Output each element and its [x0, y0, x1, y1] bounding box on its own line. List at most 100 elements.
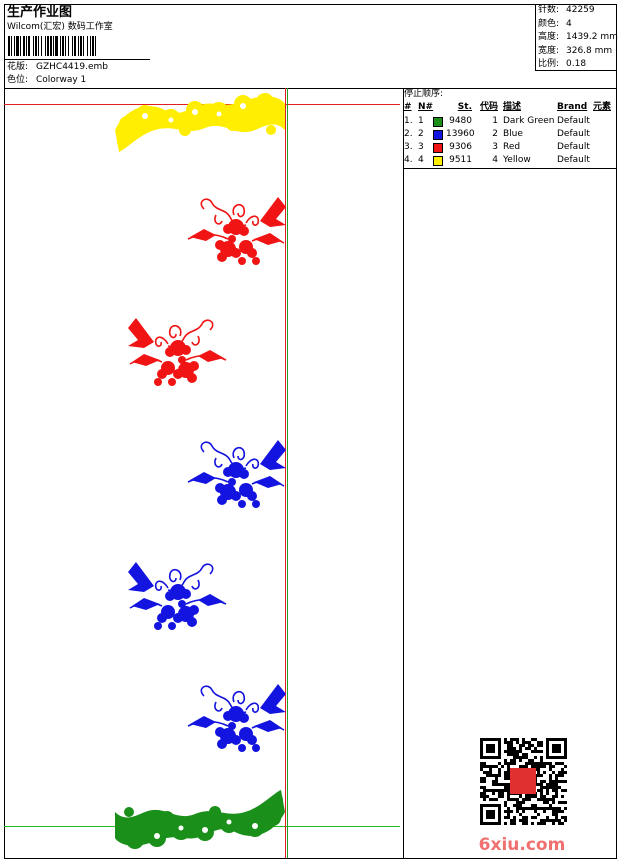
color-swatch — [433, 130, 443, 140]
qr-module — [531, 759, 534, 762]
qr-module — [522, 765, 525, 768]
qr-module — [564, 801, 567, 804]
qr-module — [552, 780, 555, 783]
qr-module — [552, 795, 555, 798]
cell: Red — [503, 142, 521, 152]
qr-module — [501, 795, 504, 798]
qr-module — [492, 780, 495, 783]
qr-module — [501, 783, 504, 786]
qr-module — [507, 771, 510, 774]
qr-module — [486, 795, 489, 798]
qr-module — [528, 807, 531, 810]
qr-module — [498, 795, 501, 798]
barcode-bar — [72, 36, 73, 56]
qr-module — [510, 753, 513, 756]
qr-module — [534, 795, 537, 798]
qr-module — [519, 747, 522, 750]
color-swatch — [433, 117, 443, 127]
qr-module — [504, 786, 507, 789]
qr-module — [558, 807, 561, 810]
qr-module — [552, 819, 555, 822]
qr-module — [555, 777, 558, 780]
qr-module — [489, 768, 492, 771]
seal — [510, 768, 536, 794]
qr-module — [549, 765, 552, 768]
stat-value: 326.8 mm — [566, 45, 613, 56]
qr-module — [549, 798, 552, 801]
qr-module — [555, 810, 558, 813]
qr-finder — [486, 810, 495, 819]
value: Colorway 1 — [36, 75, 87, 85]
qr-module — [507, 753, 510, 756]
qr-module — [504, 816, 507, 819]
qr-module — [531, 744, 534, 747]
qr-module — [507, 747, 510, 750]
qr-module — [519, 813, 522, 816]
qr-module — [510, 747, 513, 750]
qr-module — [558, 771, 561, 774]
cell: 9480 — [449, 116, 472, 126]
barcode-bar — [14, 36, 15, 56]
qr-module — [561, 810, 564, 813]
motif — [128, 561, 227, 631]
qr-module — [549, 804, 552, 807]
qr-module — [537, 822, 540, 825]
qr-module — [525, 765, 528, 768]
qr-module — [546, 792, 549, 795]
qr-module — [540, 759, 543, 762]
stat-value: 1439.2 mm — [566, 32, 618, 42]
qr-module — [507, 813, 510, 816]
qr-module — [522, 744, 525, 747]
barcode-bar — [83, 36, 84, 56]
stat-value: 42259 — [566, 5, 595, 15]
qr-module — [561, 774, 564, 777]
qr-module — [480, 780, 483, 783]
qr-module — [486, 771, 489, 774]
column-header: St. — [457, 102, 472, 112]
qr-module — [507, 810, 510, 813]
qr-module — [504, 750, 507, 753]
qr-module — [561, 822, 564, 825]
qr-module — [504, 741, 507, 744]
qr-module — [534, 762, 537, 765]
qr-module — [495, 765, 498, 768]
qr-module — [549, 807, 552, 810]
qr-module — [549, 777, 552, 780]
qr-module — [519, 744, 522, 747]
qr-module — [498, 792, 501, 795]
qr-module — [552, 822, 555, 825]
barcode-bar — [65, 36, 66, 56]
qr-module — [534, 804, 537, 807]
qr-module — [489, 798, 492, 801]
qr-module — [549, 774, 552, 777]
qr-module — [564, 789, 567, 792]
cell: 9511 — [449, 155, 472, 165]
cell: 1 — [492, 116, 498, 126]
cell: Default — [557, 142, 590, 152]
qr-module — [537, 807, 540, 810]
qr-module — [504, 777, 507, 780]
qr-module — [558, 774, 561, 777]
qr-module — [549, 786, 552, 789]
qr-module — [555, 819, 558, 822]
qr-module — [561, 801, 564, 804]
qr-module — [504, 804, 507, 807]
cell: Blue — [503, 129, 523, 139]
qr-module — [531, 738, 534, 741]
qr-module — [552, 789, 555, 792]
qr-module — [483, 777, 486, 780]
cell: Yellow — [503, 155, 531, 165]
qr-module — [480, 768, 483, 771]
barcode-bar — [28, 36, 30, 56]
qr-module — [513, 762, 516, 765]
barcode-bar — [33, 36, 34, 56]
column-header: N# — [418, 102, 434, 112]
qr-module — [540, 786, 543, 789]
qr-module — [555, 795, 558, 798]
qr-module — [507, 744, 510, 747]
qr-module — [507, 783, 510, 786]
qr-module — [543, 801, 546, 804]
qr-module — [507, 768, 510, 771]
qr-module — [525, 807, 528, 810]
